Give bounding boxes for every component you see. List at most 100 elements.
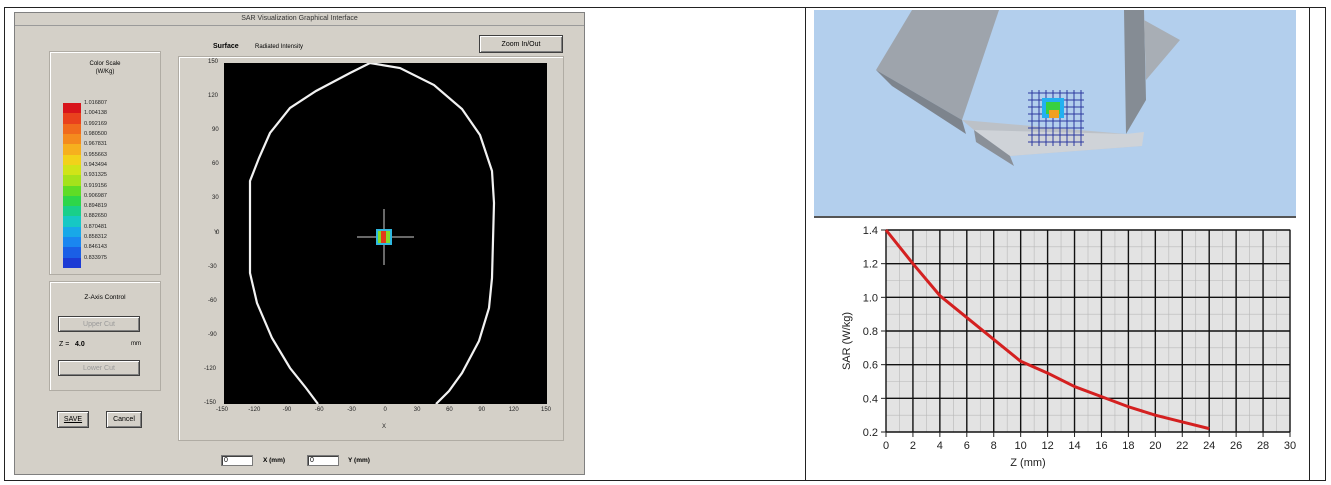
chart-x-tick-label: 22 — [1176, 440, 1188, 452]
color-scale-panel — [49, 51, 161, 275]
y-tick-label: 60 — [212, 161, 219, 168]
chart-y-tick-label: 1.0 — [863, 292, 878, 304]
sar-depth-series-line — [884, 229, 1210, 431]
color-scale-swatch — [63, 257, 81, 268]
color-scale-swatch — [63, 113, 81, 124]
color-scale-value: 1.016807 — [84, 100, 107, 106]
chart-x-tick-label: 10 — [1015, 440, 1027, 452]
color-scale-value: 0.882650 — [84, 213, 107, 220]
save-button[interactable]: SAVE — [57, 411, 89, 428]
cancel-button[interactable]: Cancel — [106, 411, 142, 428]
phantom-3d-view[interactable] — [814, 10, 1296, 217]
color-scale-value: 0.894819 — [84, 203, 107, 210]
color-scale-swatch — [63, 206, 81, 217]
x-coordinate-field[interactable]: 0 — [221, 455, 253, 466]
upper-cut-button[interactable]: Upper Cut — [58, 316, 140, 332]
color-scale-title: Color Scale (W/Kg) — [49, 60, 161, 76]
zoom-button[interactable]: Zoom In/Out — [479, 35, 563, 53]
y-tick-label: 0 — [216, 229, 220, 236]
y-tick-label: 90 — [212, 127, 219, 134]
z-value: 4.0 — [75, 341, 85, 348]
z-unit: mm — [131, 341, 141, 347]
chart-x-tick-label: 0 — [883, 440, 889, 452]
color-scale-value: 1.004138 — [84, 110, 107, 117]
y-tick-label: -60 — [208, 297, 217, 304]
x-coordinate-label: X (mm) — [263, 457, 286, 464]
sar-3d-hot-peak — [1049, 110, 1059, 118]
y-tick-label: -150 — [204, 400, 217, 406]
phantom-fin-right — [1144, 20, 1180, 80]
color-scale-swatch — [63, 154, 81, 165]
color-scale-value: 0.870481 — [84, 223, 107, 230]
chart-x-tick-label: 12 — [1041, 440, 1053, 452]
chart-x-tick-label: 8 — [991, 440, 997, 452]
x-tick-label: 60 — [446, 407, 453, 413]
color-scale-value: 0.919156 — [84, 182, 107, 189]
color-scale-value: 0.906987 — [84, 192, 107, 199]
sar-depth-chart-svg: 0 2 4 6 8 10 12 14 16 18 20 22 24 26 28 301.41.21.00.80… — [841, 225, 1296, 469]
sar-surface-plot[interactable] — [224, 63, 547, 404]
y-coordinate-label: Y (mm) — [348, 457, 370, 464]
sar-depth-chart: 0 2 4 6 8 10 12 14 16 18 20 22 24 26 28 30 1.4 1.2 1.0 0.8 0… — [814, 218, 1305, 480]
y-coordinate-field[interactable]: 0 — [307, 455, 339, 466]
phantom-wall-left-edge — [876, 70, 966, 134]
color-scale-value: 0.931325 — [84, 172, 107, 179]
chart-x-tick-label: 4 — [937, 440, 943, 452]
chart-x-tick-label: 24 — [1203, 440, 1215, 452]
chart-y-tick-label: 1.2 — [863, 259, 878, 271]
chart-x-tick-label: 16 — [1095, 440, 1107, 452]
color-scale-swatch — [63, 195, 81, 207]
color-scale-bar — [63, 103, 81, 268]
x-axis-label: X — [382, 424, 387, 430]
color-scale-value: 0.980500 — [84, 130, 107, 137]
chart-y-tick-label: 0.8 — [863, 326, 878, 338]
plot-frame — [178, 56, 564, 441]
color-scale-swatch — [63, 103, 81, 114]
x-tick-label: -90 — [282, 407, 292, 413]
lower-cut-button[interactable]: Lower Cut — [58, 360, 140, 376]
z-axis-panel — [49, 281, 161, 391]
color-scale-value: 0.858312 — [84, 234, 107, 241]
y-tick-label: 120 — [208, 93, 219, 100]
x-tick-label: -150 — [216, 407, 229, 413]
x-tick-label: -60 — [314, 407, 324, 413]
color-scale-value: 0.967831 — [84, 141, 107, 148]
y-tick-label: -30 — [208, 263, 217, 270]
color-scale-swatch — [63, 123, 81, 134]
x-tick-label: 120 — [508, 407, 519, 413]
x-tick-label: 90 — [478, 407, 486, 413]
phantom-floor-edge — [974, 130, 1014, 166]
color-scale-unit: (W/Kg) — [95, 69, 115, 75]
x-tick-label: 150 — [541, 407, 552, 413]
cell-divider — [805, 7, 806, 481]
chart-x-tick-label: 14 — [1068, 440, 1080, 452]
y-tick-label: 30 — [212, 195, 219, 202]
surface-value: Radiated Intensity — [255, 44, 304, 50]
color-scale-swatch — [63, 247, 81, 258]
chart-x-tick-label: 28 — [1257, 440, 1269, 452]
phantom-wall-right — [1124, 10, 1146, 134]
z-axis-title: Z-Axis Control — [84, 294, 126, 301]
figure-frame — [4, 7, 1326, 481]
window-title: SAR Visualization Graphical Interface — [15, 13, 584, 26]
y-tick-label: -90 — [208, 331, 217, 338]
z-prefix: Z = — [59, 341, 70, 348]
chart-y-tick-label: 0.2 — [863, 427, 878, 439]
chart-y-tick-label: 1.4 — [863, 225, 878, 237]
surface-label: Surface — [213, 43, 239, 50]
phantom-wall-left — [876, 10, 999, 120]
phantom-contour-right — [369, 63, 496, 404]
chart-x-tick-label: 26 — [1230, 440, 1242, 452]
color-scale-value: 0.992169 — [84, 120, 107, 127]
color-scale-value: 0.955663 — [84, 151, 107, 158]
color-scale-swatch — [63, 133, 81, 145]
probe-grid — [1028, 90, 1084, 146]
x-tick-label: -120 — [248, 407, 261, 413]
y-tick-label: 150 — [208, 59, 219, 65]
y-axis-label: Y — [214, 230, 219, 236]
x-tick-label: 0 — [383, 407, 387, 413]
color-scale-swatch — [63, 216, 81, 227]
phantom-floor — [974, 130, 1144, 156]
color-scale-title-1: Color Scale — [89, 61, 121, 67]
x-tick-label: 30 — [413, 407, 421, 413]
